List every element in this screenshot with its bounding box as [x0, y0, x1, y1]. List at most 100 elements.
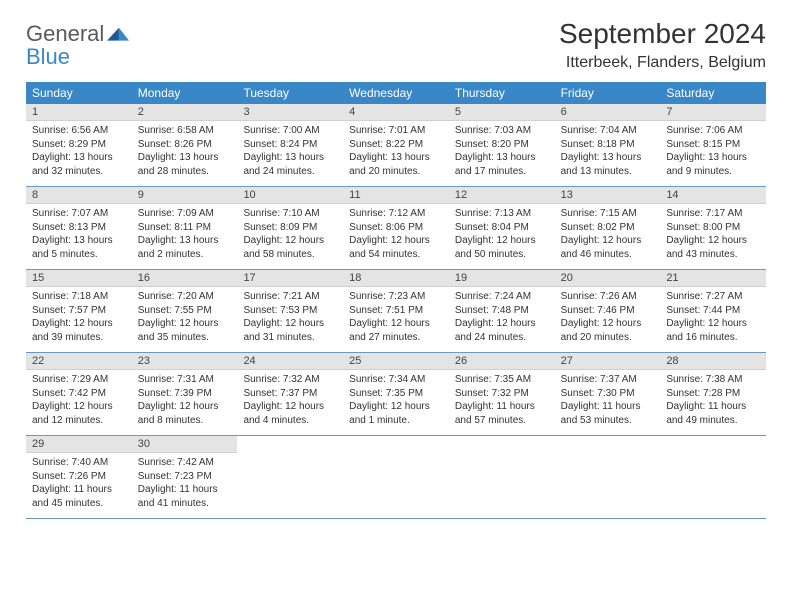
brand-triangle-icon	[107, 22, 129, 40]
day-details: Sunrise: 7:04 AMSunset: 8:18 PMDaylight:…	[555, 121, 661, 184]
day-number: 18	[343, 270, 449, 287]
calendar-cell	[449, 436, 555, 518]
calendar-cell: 5Sunrise: 7:03 AMSunset: 8:20 PMDaylight…	[449, 104, 555, 186]
calendar-cell: 4Sunrise: 7:01 AMSunset: 8:22 PMDaylight…	[343, 104, 449, 186]
brand-line1: General	[26, 21, 104, 46]
calendar-cell	[343, 436, 449, 518]
day-number: 27	[555, 353, 661, 370]
sunset-text: Sunset: 8:13 PM	[32, 221, 126, 235]
calendar-weekday-header: Sunday Monday Tuesday Wednesday Thursday…	[26, 82, 766, 104]
daylight-text: Daylight: 12 hours and 43 minutes.	[666, 234, 760, 261]
calendar-cell: 3Sunrise: 7:00 AMSunset: 8:24 PMDaylight…	[237, 104, 343, 186]
sunrise-text: Sunrise: 7:17 AM	[666, 207, 760, 221]
sunrise-text: Sunrise: 7:35 AM	[455, 373, 549, 387]
day-details: Sunrise: 7:18 AMSunset: 7:57 PMDaylight:…	[26, 287, 132, 350]
day-details: Sunrise: 7:09 AMSunset: 8:11 PMDaylight:…	[132, 204, 238, 267]
day-number: 30	[132, 436, 238, 453]
daylight-text: Daylight: 12 hours and 20 minutes.	[561, 317, 655, 344]
daylight-text: Daylight: 12 hours and 24 minutes.	[455, 317, 549, 344]
day-number: 1	[26, 104, 132, 121]
sunset-text: Sunset: 7:35 PM	[349, 387, 443, 401]
sunset-text: Sunset: 8:02 PM	[561, 221, 655, 235]
calendar-row: 1Sunrise: 6:56 AMSunset: 8:29 PMDaylight…	[26, 104, 766, 187]
calendar-cell: 15Sunrise: 7:18 AMSunset: 7:57 PMDayligh…	[26, 270, 132, 352]
calendar-cell: 16Sunrise: 7:20 AMSunset: 7:55 PMDayligh…	[132, 270, 238, 352]
sunrise-text: Sunrise: 7:24 AM	[455, 290, 549, 304]
calendar-cell: 22Sunrise: 7:29 AMSunset: 7:42 PMDayligh…	[26, 353, 132, 435]
day-number: 4	[343, 104, 449, 121]
day-number: 22	[26, 353, 132, 370]
sunrise-text: Sunrise: 7:34 AM	[349, 373, 443, 387]
sunset-text: Sunset: 7:23 PM	[138, 470, 232, 484]
day-details: Sunrise: 7:03 AMSunset: 8:20 PMDaylight:…	[449, 121, 555, 184]
calendar-cell: 26Sunrise: 7:35 AMSunset: 7:32 PMDayligh…	[449, 353, 555, 435]
calendar-cell: 2Sunrise: 6:58 AMSunset: 8:26 PMDaylight…	[132, 104, 238, 186]
daylight-text: Daylight: 13 hours and 24 minutes.	[243, 151, 337, 178]
sunset-text: Sunset: 8:15 PM	[666, 138, 760, 152]
day-number: 12	[449, 187, 555, 204]
calendar-cell: 20 Sunrise: 7:26 AMSunset: 7:46 PMDayligh…	[555, 270, 661, 352]
calendar-cell: 29Sunrise: 7:40 AMSunset: 7:26 PMDayligh…	[26, 436, 132, 518]
day-details: Sunrise: 7:00 AMSunset: 8:24 PMDaylight:…	[237, 121, 343, 184]
sunset-text: Sunset: 8:20 PM	[455, 138, 549, 152]
daylight-text: Daylight: 11 hours and 53 minutes.	[561, 400, 655, 427]
calendar-cell: 14Sunrise: 7:17 AMSunset: 8:00 PMDayligh…	[660, 187, 766, 269]
calendar-cell: 21Sunrise: 7:27 AMSunset: 7:44 PMDayligh…	[660, 270, 766, 352]
day-details: Sunrise: 7:40 AMSunset: 7:26 PMDaylight:…	[26, 453, 132, 516]
sunset-text: Sunset: 8:09 PM	[243, 221, 337, 235]
calendar-row: 15Sunrise: 7:18 AMSunset: 7:57 PMDayligh…	[26, 270, 766, 353]
day-details: Sunrise: 7:27 AMSunset: 7:44 PMDaylight:…	[660, 287, 766, 350]
sunrise-text: Sunrise: 7:40 AM	[32, 456, 126, 470]
sunset-text: Sunset: 7:51 PM	[349, 304, 443, 318]
daylight-text: Daylight: 12 hours and 58 minutes.	[243, 234, 337, 261]
sunset-text: Sunset: 7:39 PM	[138, 387, 232, 401]
day-number: 2	[132, 104, 238, 121]
calendar-cell: 13Sunrise: 7:15 AMSunset: 8:02 PMDayligh…	[555, 187, 661, 269]
daylight-text: Daylight: 13 hours and 5 minutes.	[32, 234, 126, 261]
daylight-text: Daylight: 11 hours and 41 minutes.	[138, 483, 232, 510]
weekday-cell: Thursday	[449, 82, 555, 104]
day-details: Sunrise: 7:24 AMSunset: 7:48 PMDaylight:…	[449, 287, 555, 350]
daylight-text: Daylight: 12 hours and 1 minute.	[349, 400, 443, 427]
sunrise-text: Sunrise: 7:00 AM	[243, 124, 337, 138]
day-details: Sunrise: 7:31 AMSunset: 7:39 PMDaylight:…	[132, 370, 238, 433]
day-number: 23	[132, 353, 238, 370]
daylight-text: Daylight: 12 hours and 50 minutes.	[455, 234, 549, 261]
sunrise-text: Sunrise: 7:26 AM	[561, 290, 655, 304]
sunset-text: Sunset: 7:37 PM	[243, 387, 337, 401]
daylight-text: Daylight: 11 hours and 49 minutes.	[666, 400, 760, 427]
calendar-cell: 6Sunrise: 7:04 AMSunset: 8:18 PMDaylight…	[555, 104, 661, 186]
day-number: 11	[343, 187, 449, 204]
calendar: Sunday Monday Tuesday Wednesday Thursday…	[26, 82, 766, 519]
day-number: 17	[237, 270, 343, 287]
month-title: September 2024	[559, 18, 766, 50]
sunrise-text: Sunrise: 7:29 AM	[32, 373, 126, 387]
calendar-cell	[237, 436, 343, 518]
sunset-text: Sunset: 8:04 PM	[455, 221, 549, 235]
day-number: 20	[555, 270, 661, 287]
calendar-cell: 7Sunrise: 7:06 AMSunset: 8:15 PMDaylight…	[660, 104, 766, 186]
daylight-text: Daylight: 13 hours and 20 minutes.	[349, 151, 443, 178]
calendar-cell	[660, 436, 766, 518]
daylight-text: Daylight: 13 hours and 2 minutes.	[138, 234, 232, 261]
sunrise-text: Sunrise: 6:58 AM	[138, 124, 232, 138]
day-details: Sunrise: 7:35 AMSunset: 7:32 PMDaylight:…	[449, 370, 555, 433]
sunrise-text: Sunrise: 7:06 AM	[666, 124, 760, 138]
calendar-cell: 28Sunrise: 7:38 AMSunset: 7:28 PMDayligh…	[660, 353, 766, 435]
daylight-text: Daylight: 11 hours and 57 minutes.	[455, 400, 549, 427]
day-number: 8	[26, 187, 132, 204]
day-details: Sunrise: 7:17 AMSunset: 8:00 PMDaylight:…	[660, 204, 766, 267]
sunset-text: Sunset: 7:55 PM	[138, 304, 232, 318]
sunset-text: Sunset: 7:46 PM	[561, 304, 655, 318]
sunset-text: Sunset: 7:28 PM	[666, 387, 760, 401]
sunrise-text: Sunrise: 7:31 AM	[138, 373, 232, 387]
sunrise-text: Sunrise: 7:13 AM	[455, 207, 549, 221]
day-details: Sunrise: 7:29 AMSunset: 7:42 PMDaylight:…	[26, 370, 132, 433]
sunset-text: Sunset: 8:26 PM	[138, 138, 232, 152]
daylight-text: Daylight: 13 hours and 32 minutes.	[32, 151, 126, 178]
sunset-text: Sunset: 7:26 PM	[32, 470, 126, 484]
day-details: Sunrise: 7:34 AMSunset: 7:35 PMDaylight:…	[343, 370, 449, 433]
sunset-text: Sunset: 8:11 PM	[138, 221, 232, 235]
daylight-text: Daylight: 12 hours and 39 minutes.	[32, 317, 126, 344]
daylight-text: Daylight: 12 hours and 8 minutes.	[138, 400, 232, 427]
